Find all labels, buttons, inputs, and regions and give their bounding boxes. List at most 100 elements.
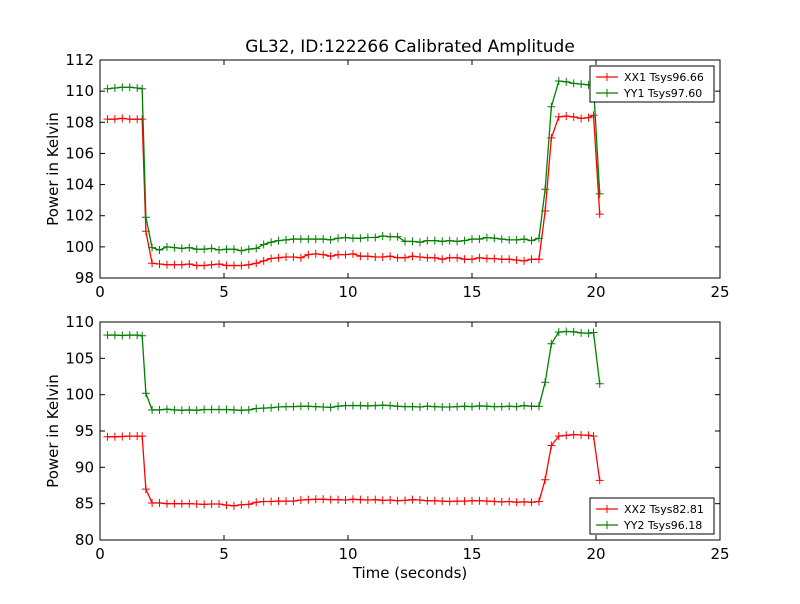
data-point [505,497,514,506]
data-point [363,496,372,505]
data-point [356,234,365,243]
data-point [562,77,571,86]
data-point [584,431,593,440]
data-point [438,497,447,506]
data-point [475,253,484,262]
data-point [103,115,112,124]
data-point [118,331,127,340]
y-tick-label: 106 [65,144,94,162]
data-point [185,499,194,508]
data-point [252,498,261,507]
data-point [430,496,439,505]
data-point [267,254,276,263]
data-point [562,112,571,121]
data-point [110,84,119,93]
data-point [460,255,469,264]
data-point [534,255,543,264]
x-tick-label: 5 [219,283,229,301]
data-point [237,261,246,270]
data-point [192,245,201,254]
x-tick-label: 0 [95,283,105,301]
data-point [541,378,550,387]
data-point [460,497,469,506]
data-point [334,495,343,504]
y-tick-label: 98 [75,269,94,287]
y-tick-label: 100 [65,386,94,404]
data-point [229,245,238,254]
data-point [296,253,305,262]
data-point [554,432,563,441]
data-point [371,401,380,410]
data-point [371,495,380,504]
data-point [296,235,305,244]
legend-label: YY1 Tsys97.60 [623,87,702,100]
data-point [430,253,439,262]
data-point [378,496,387,505]
y-tick-label: 110 [65,82,94,100]
data-point [569,327,578,336]
data-point [356,252,365,261]
data-point [207,244,216,253]
data-point [348,234,357,243]
data-point [453,253,462,262]
data-point [141,389,150,398]
data-point [482,254,491,263]
data-point [348,495,357,504]
legend-box [589,65,715,103]
data-point [148,498,157,507]
chart-panel-1: 0 5 10 15 20 25 98 100 102 104 106 108 110 112 Power i… [44,51,730,301]
data-point [490,254,499,263]
data-point [334,234,343,243]
y-tick-label: 85 [75,495,94,513]
data-point [547,441,556,450]
data-point [512,256,521,265]
data-point [460,402,469,411]
plot-frame [99,59,721,279]
legend-marker [603,521,611,529]
data-point [505,402,514,411]
data-point [215,259,224,268]
legend-label: XX2 Tsys82.81 [624,503,704,516]
data-point [595,476,604,485]
data-point [408,495,417,504]
data-point [200,245,209,254]
data-point [170,243,179,252]
data-point [401,402,410,411]
x-tick-label: 15 [462,283,481,301]
data-point [326,403,335,412]
data-point [185,259,194,268]
data-point [185,243,194,252]
data-point [207,405,216,414]
data-point [162,242,171,251]
data-point [415,238,424,247]
data-point [103,432,112,441]
data-point [527,402,536,411]
data-point [408,402,417,411]
data-point [118,83,127,92]
data-point [589,432,598,441]
y-tick-label: 108 [65,113,94,131]
data-point [215,500,224,509]
data-point [554,328,563,337]
data-point [512,235,521,244]
legend-label: YY2 Tsys96.18 [623,519,702,532]
data-point [274,253,283,262]
data-point [274,403,283,412]
data-point [311,249,320,258]
data-point [244,245,253,254]
data-point [423,236,432,245]
data-point [475,235,484,244]
data-point [569,430,578,439]
data-point [505,255,514,264]
data-point [562,431,571,440]
data-point [207,260,216,269]
data-point [547,102,556,111]
data-point [423,496,432,505]
data-point [304,250,313,259]
x-tick-label: 10 [338,545,357,563]
data-point [453,402,462,411]
data-point [423,402,432,411]
data-point [595,189,604,198]
data-point [110,331,119,340]
data-point [468,235,476,244]
